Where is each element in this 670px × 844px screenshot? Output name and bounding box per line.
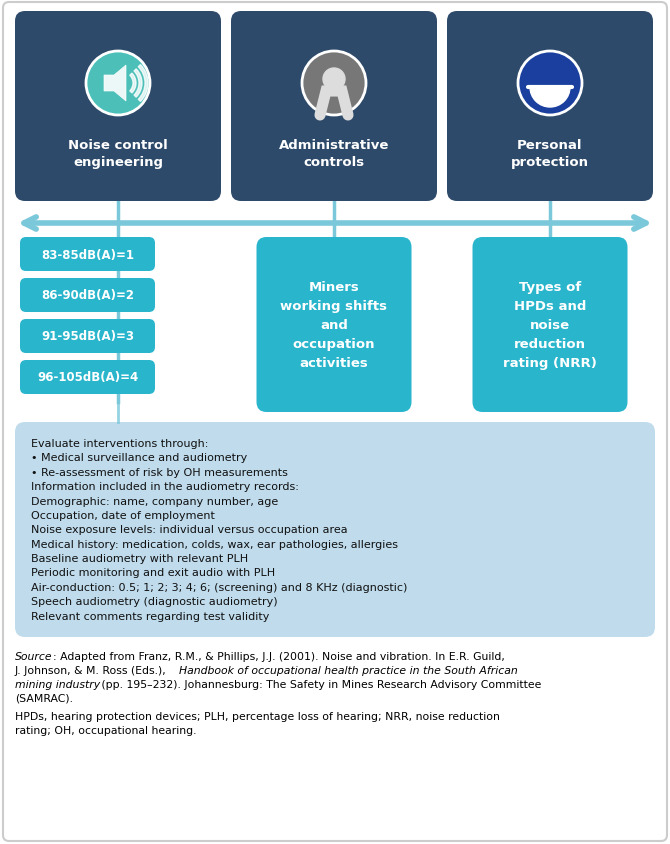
- FancyBboxPatch shape: [257, 238, 411, 413]
- Wedge shape: [530, 88, 570, 108]
- Text: 86-90dB(A)=2: 86-90dB(A)=2: [41, 289, 134, 302]
- FancyBboxPatch shape: [15, 12, 221, 202]
- Circle shape: [323, 69, 345, 91]
- Text: (SAMRAC).: (SAMRAC).: [15, 693, 73, 703]
- FancyBboxPatch shape: [20, 360, 155, 394]
- Wedge shape: [134, 70, 142, 98]
- Text: Types of
HPDs and
noise
reduction
rating (NRR): Types of HPDs and noise reduction rating…: [503, 281, 597, 370]
- Text: Handbook of occupational health practice in the South African: Handbook of occupational health practice…: [179, 665, 518, 675]
- FancyBboxPatch shape: [15, 423, 655, 637]
- Text: Information included in the audiometry records:: Information included in the audiometry r…: [31, 482, 299, 491]
- Text: Occupation, date of employment: Occupation, date of employment: [31, 511, 215, 520]
- Text: • Re-assessment of risk by OH measurements: • Re-assessment of risk by OH measuremen…: [31, 468, 288, 477]
- Text: Relevant comments regarding test validity: Relevant comments regarding test validit…: [31, 611, 269, 621]
- Text: Personal
protection: Personal protection: [511, 139, 589, 169]
- Text: HPDs, hearing protection devices; PLH, percentage loss of hearing; NRR, noise re: HPDs, hearing protection devices; PLH, p…: [15, 711, 500, 721]
- FancyBboxPatch shape: [20, 320, 155, 354]
- Text: Periodic monitoring and exit audio with PLH: Periodic monitoring and exit audio with …: [31, 568, 275, 578]
- Text: Demographic: name, company number, age: Demographic: name, company number, age: [31, 496, 278, 506]
- Text: • Medical surveillance and audiometry: • Medical surveillance and audiometry: [31, 453, 247, 463]
- Circle shape: [518, 52, 582, 116]
- Text: 83-85dB(A)=1: 83-85dB(A)=1: [41, 248, 134, 261]
- Text: Medical history: medication, colds, wax, ear pathologies, allergies: Medical history: medication, colds, wax,…: [31, 539, 398, 549]
- Circle shape: [302, 52, 366, 116]
- Text: (pp. 195–232). Johannesburg: The Safety in Mines Research Advisory Committee: (pp. 195–232). Johannesburg: The Safety …: [98, 679, 541, 690]
- FancyBboxPatch shape: [472, 238, 628, 413]
- Text: mining industry: mining industry: [15, 679, 100, 690]
- Text: rating; OH, occupational hearing.: rating; OH, occupational hearing.: [15, 725, 196, 735]
- Text: 96-105dB(A)=4: 96-105dB(A)=4: [37, 371, 138, 384]
- Text: Miners
working shifts
and
occupation
activities: Miners working shifts and occupation act…: [281, 281, 387, 370]
- Text: Noise exposure levels: individual versus occupation area: Noise exposure levels: individual versus…: [31, 525, 348, 535]
- Wedge shape: [138, 66, 148, 102]
- FancyBboxPatch shape: [20, 238, 155, 272]
- Text: Source: Source: [15, 652, 53, 661]
- Text: Speech audiometry (diagnostic audiometry): Speech audiometry (diagnostic audiometry…: [31, 597, 277, 607]
- Text: Baseline audiometry with relevant PLH: Baseline audiometry with relevant PLH: [31, 554, 248, 564]
- FancyBboxPatch shape: [231, 12, 437, 202]
- Text: Noise control
engineering: Noise control engineering: [68, 139, 168, 169]
- Text: J. Johnson, & M. Ross (Eds.),: J. Johnson, & M. Ross (Eds.),: [15, 665, 170, 675]
- FancyBboxPatch shape: [447, 12, 653, 202]
- Text: Air-conduction: 0.5; 1; 2; 3; 4; 6; (screening) and 8 KHz (diagnostic): Air-conduction: 0.5; 1; 2; 3; 4; 6; (scr…: [31, 582, 407, 592]
- Text: Administrative
controls: Administrative controls: [279, 139, 389, 169]
- Text: : Adapted from Franz, R.M., & Phillips, J.J. (2001). Noise and vibration. In E.R: : Adapted from Franz, R.M., & Phillips, …: [53, 652, 505, 661]
- Polygon shape: [104, 66, 126, 102]
- Text: Evaluate interventions through:: Evaluate interventions through:: [31, 439, 208, 448]
- Circle shape: [86, 52, 150, 116]
- FancyBboxPatch shape: [20, 279, 155, 312]
- Text: 91-95dB(A)=3: 91-95dB(A)=3: [41, 330, 134, 344]
- Wedge shape: [130, 74, 136, 94]
